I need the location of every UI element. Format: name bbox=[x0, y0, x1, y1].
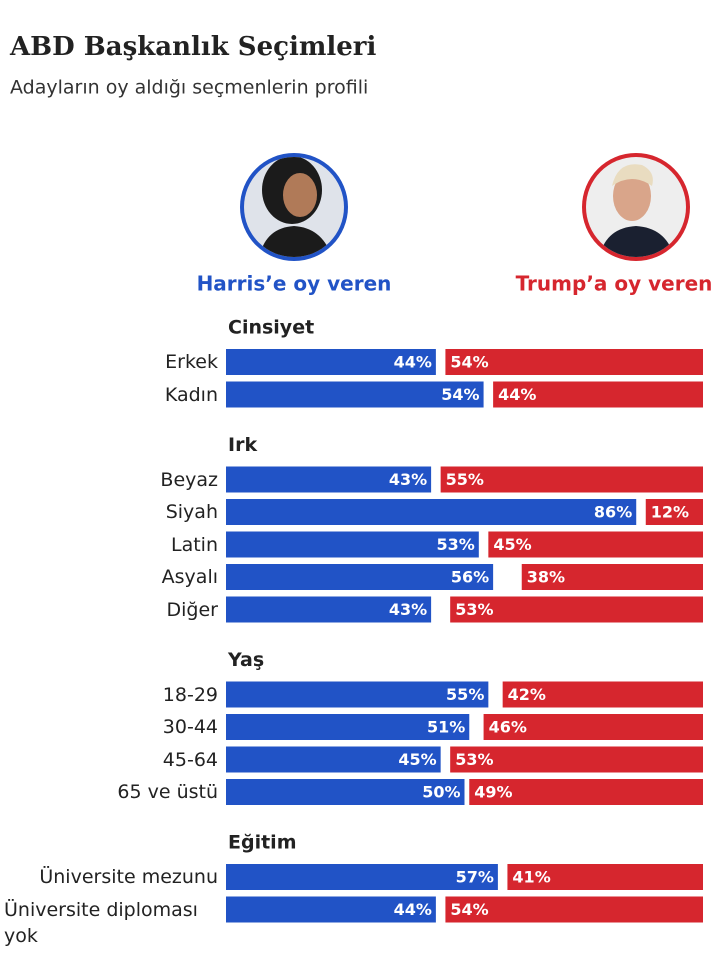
group-title: Irk bbox=[228, 434, 257, 456]
harris-photo bbox=[240, 153, 348, 261]
harris-bar bbox=[226, 681, 489, 708]
trump-bar bbox=[488, 531, 703, 558]
legend-harris: Harris’e oy veren bbox=[197, 272, 392, 296]
trump-photo bbox=[582, 153, 690, 261]
trump-value-label: 55% bbox=[446, 470, 484, 489]
trump-bar bbox=[450, 596, 703, 623]
trump-bar bbox=[445, 896, 703, 923]
trump-bar bbox=[483, 714, 703, 740]
harris-bar bbox=[226, 349, 436, 375]
trump-value-label: 42% bbox=[508, 685, 546, 704]
category-label: 30-44 bbox=[162, 716, 218, 738]
harris-value-label: 44% bbox=[394, 900, 432, 919]
harris-bar bbox=[226, 596, 432, 623]
harris-value-label: 54% bbox=[441, 385, 479, 404]
harris-value-label: 50% bbox=[422, 783, 460, 802]
trump-value-label: 54% bbox=[450, 900, 488, 919]
trump-bar bbox=[521, 564, 703, 590]
harris-bar bbox=[226, 381, 484, 408]
harris-bar bbox=[226, 746, 441, 773]
category-label: Diğer bbox=[166, 598, 218, 621]
trump-value-label: 49% bbox=[474, 783, 512, 802]
harris-bar bbox=[226, 896, 436, 923]
trump-value-label: 54% bbox=[450, 353, 488, 372]
group-title: Eğitim bbox=[228, 832, 297, 854]
harris-bar bbox=[226, 714, 470, 740]
category-label: Asyalı bbox=[161, 566, 218, 588]
trump-value-label: 12% bbox=[651, 503, 689, 522]
category-label: 65 ve üstü bbox=[117, 781, 218, 803]
category-label: Siyah bbox=[165, 501, 218, 523]
trump-bar bbox=[445, 349, 703, 375]
category-label: Beyaz bbox=[160, 468, 218, 491]
trump-bar bbox=[469, 779, 703, 805]
harris-value-label: 43% bbox=[389, 470, 427, 489]
trump-value-label: 38% bbox=[527, 568, 565, 587]
harris-value-label: 44% bbox=[394, 353, 432, 372]
harris-bar bbox=[226, 564, 494, 590]
harris-value-label: 53% bbox=[437, 535, 475, 554]
chart-subtitle: Adayların oy aldığı seçmenlerin profili bbox=[10, 77, 368, 99]
trump-bar bbox=[450, 746, 703, 773]
legend-trump: Trump’a oy veren bbox=[516, 272, 713, 296]
group-title: Cinsiyet bbox=[228, 317, 314, 339]
harris-value-label: 45% bbox=[398, 750, 436, 769]
category-label: Latin bbox=[171, 533, 218, 556]
harris-bar bbox=[226, 466, 432, 493]
harris-value-label: 55% bbox=[446, 685, 484, 704]
category-label: 45-64 bbox=[162, 748, 218, 771]
group-title: Yaş bbox=[227, 649, 264, 671]
harris-value-label: 86% bbox=[594, 503, 632, 522]
trump-value-label: 53% bbox=[455, 750, 493, 769]
harris-bar bbox=[226, 864, 498, 890]
trump-value-label: 41% bbox=[512, 868, 550, 887]
harris-bar bbox=[226, 531, 479, 558]
trump-bar bbox=[645, 499, 703, 525]
trump-value-label: 44% bbox=[498, 385, 536, 404]
trump-value-label: 45% bbox=[493, 535, 531, 554]
harris-value-label: 43% bbox=[389, 600, 427, 619]
trump-value-label: 46% bbox=[489, 718, 527, 737]
trump-bar bbox=[507, 864, 703, 890]
category-label: Üniversite diploması yok bbox=[4, 898, 198, 947]
harris-value-label: 56% bbox=[451, 568, 489, 587]
category-label: 18-29 bbox=[162, 683, 218, 706]
trump-bar bbox=[493, 381, 703, 408]
category-label: Erkek bbox=[165, 351, 218, 373]
trump-bar bbox=[440, 466, 703, 493]
harris-bar bbox=[226, 499, 637, 525]
trump-bar bbox=[502, 681, 703, 708]
chart-title: ABD Başkanlık Seçimleri bbox=[9, 32, 376, 62]
category-label: Üniversite mezunu bbox=[39, 866, 218, 888]
harris-value-label: 51% bbox=[427, 718, 465, 737]
harris-bar bbox=[226, 779, 465, 805]
harris-value-label: 57% bbox=[456, 868, 494, 887]
category-label: Kadın bbox=[164, 383, 218, 406]
trump-value-label: 53% bbox=[455, 600, 493, 619]
